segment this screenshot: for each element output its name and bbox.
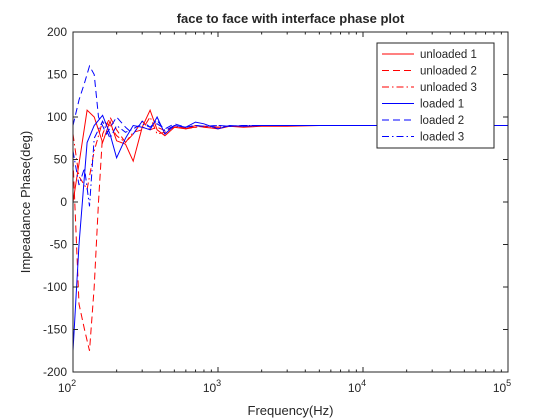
legend-entry: loaded 2 xyxy=(420,115,464,127)
x-tick-base: 10 xyxy=(493,381,507,395)
x-tick-label: 103 xyxy=(203,378,221,395)
y-tick-label: -150 xyxy=(43,323,67,337)
legend-entry: unloaded 2 xyxy=(420,66,477,78)
y-axis-label: Impeadance Phase(deg) xyxy=(18,131,33,273)
series-line-6 xyxy=(73,119,508,207)
x-tick-label: 104 xyxy=(348,378,366,395)
legend-entry: loaded 3 xyxy=(420,132,464,144)
y-tick-label: 0 xyxy=(60,195,67,209)
x-tick-exponent: 4 xyxy=(361,378,366,388)
y-tick-label: 100 xyxy=(47,110,67,124)
legend-entry: unloaded 3 xyxy=(420,82,477,94)
y-tick-label: 50 xyxy=(54,153,68,167)
x-tick-exponent: 3 xyxy=(216,378,221,388)
y-tick-label: 150 xyxy=(47,68,67,82)
chart-title: face to face with interface phase plot xyxy=(177,11,405,26)
x-tick-base: 10 xyxy=(203,381,217,395)
x-tick-base: 10 xyxy=(58,381,72,395)
x-tick-base: 10 xyxy=(348,381,362,395)
y-tick-label: -50 xyxy=(50,238,68,252)
legend-entry: loaded 1 xyxy=(420,99,464,111)
y-tick-label: -200 xyxy=(43,365,67,379)
series-line-4 xyxy=(73,114,508,351)
x-axis-label: Frequency(Hz) xyxy=(248,403,334,418)
x-tick-exponent: 5 xyxy=(506,378,511,388)
x-tick-label: 105 xyxy=(493,378,511,395)
legend-box xyxy=(376,42,495,149)
legend: unloaded 1 unloaded 2 unloaded 3 loaded 1 lo… xyxy=(376,42,495,149)
x-tick-exponent: 2 xyxy=(71,378,76,388)
series-layer xyxy=(73,64,508,351)
legend-entry: unloaded 1 xyxy=(420,49,477,61)
y-tick-label: -100 xyxy=(43,280,67,294)
x-tick-label: 102 xyxy=(58,378,76,395)
y-tick-label: 200 xyxy=(47,25,67,39)
